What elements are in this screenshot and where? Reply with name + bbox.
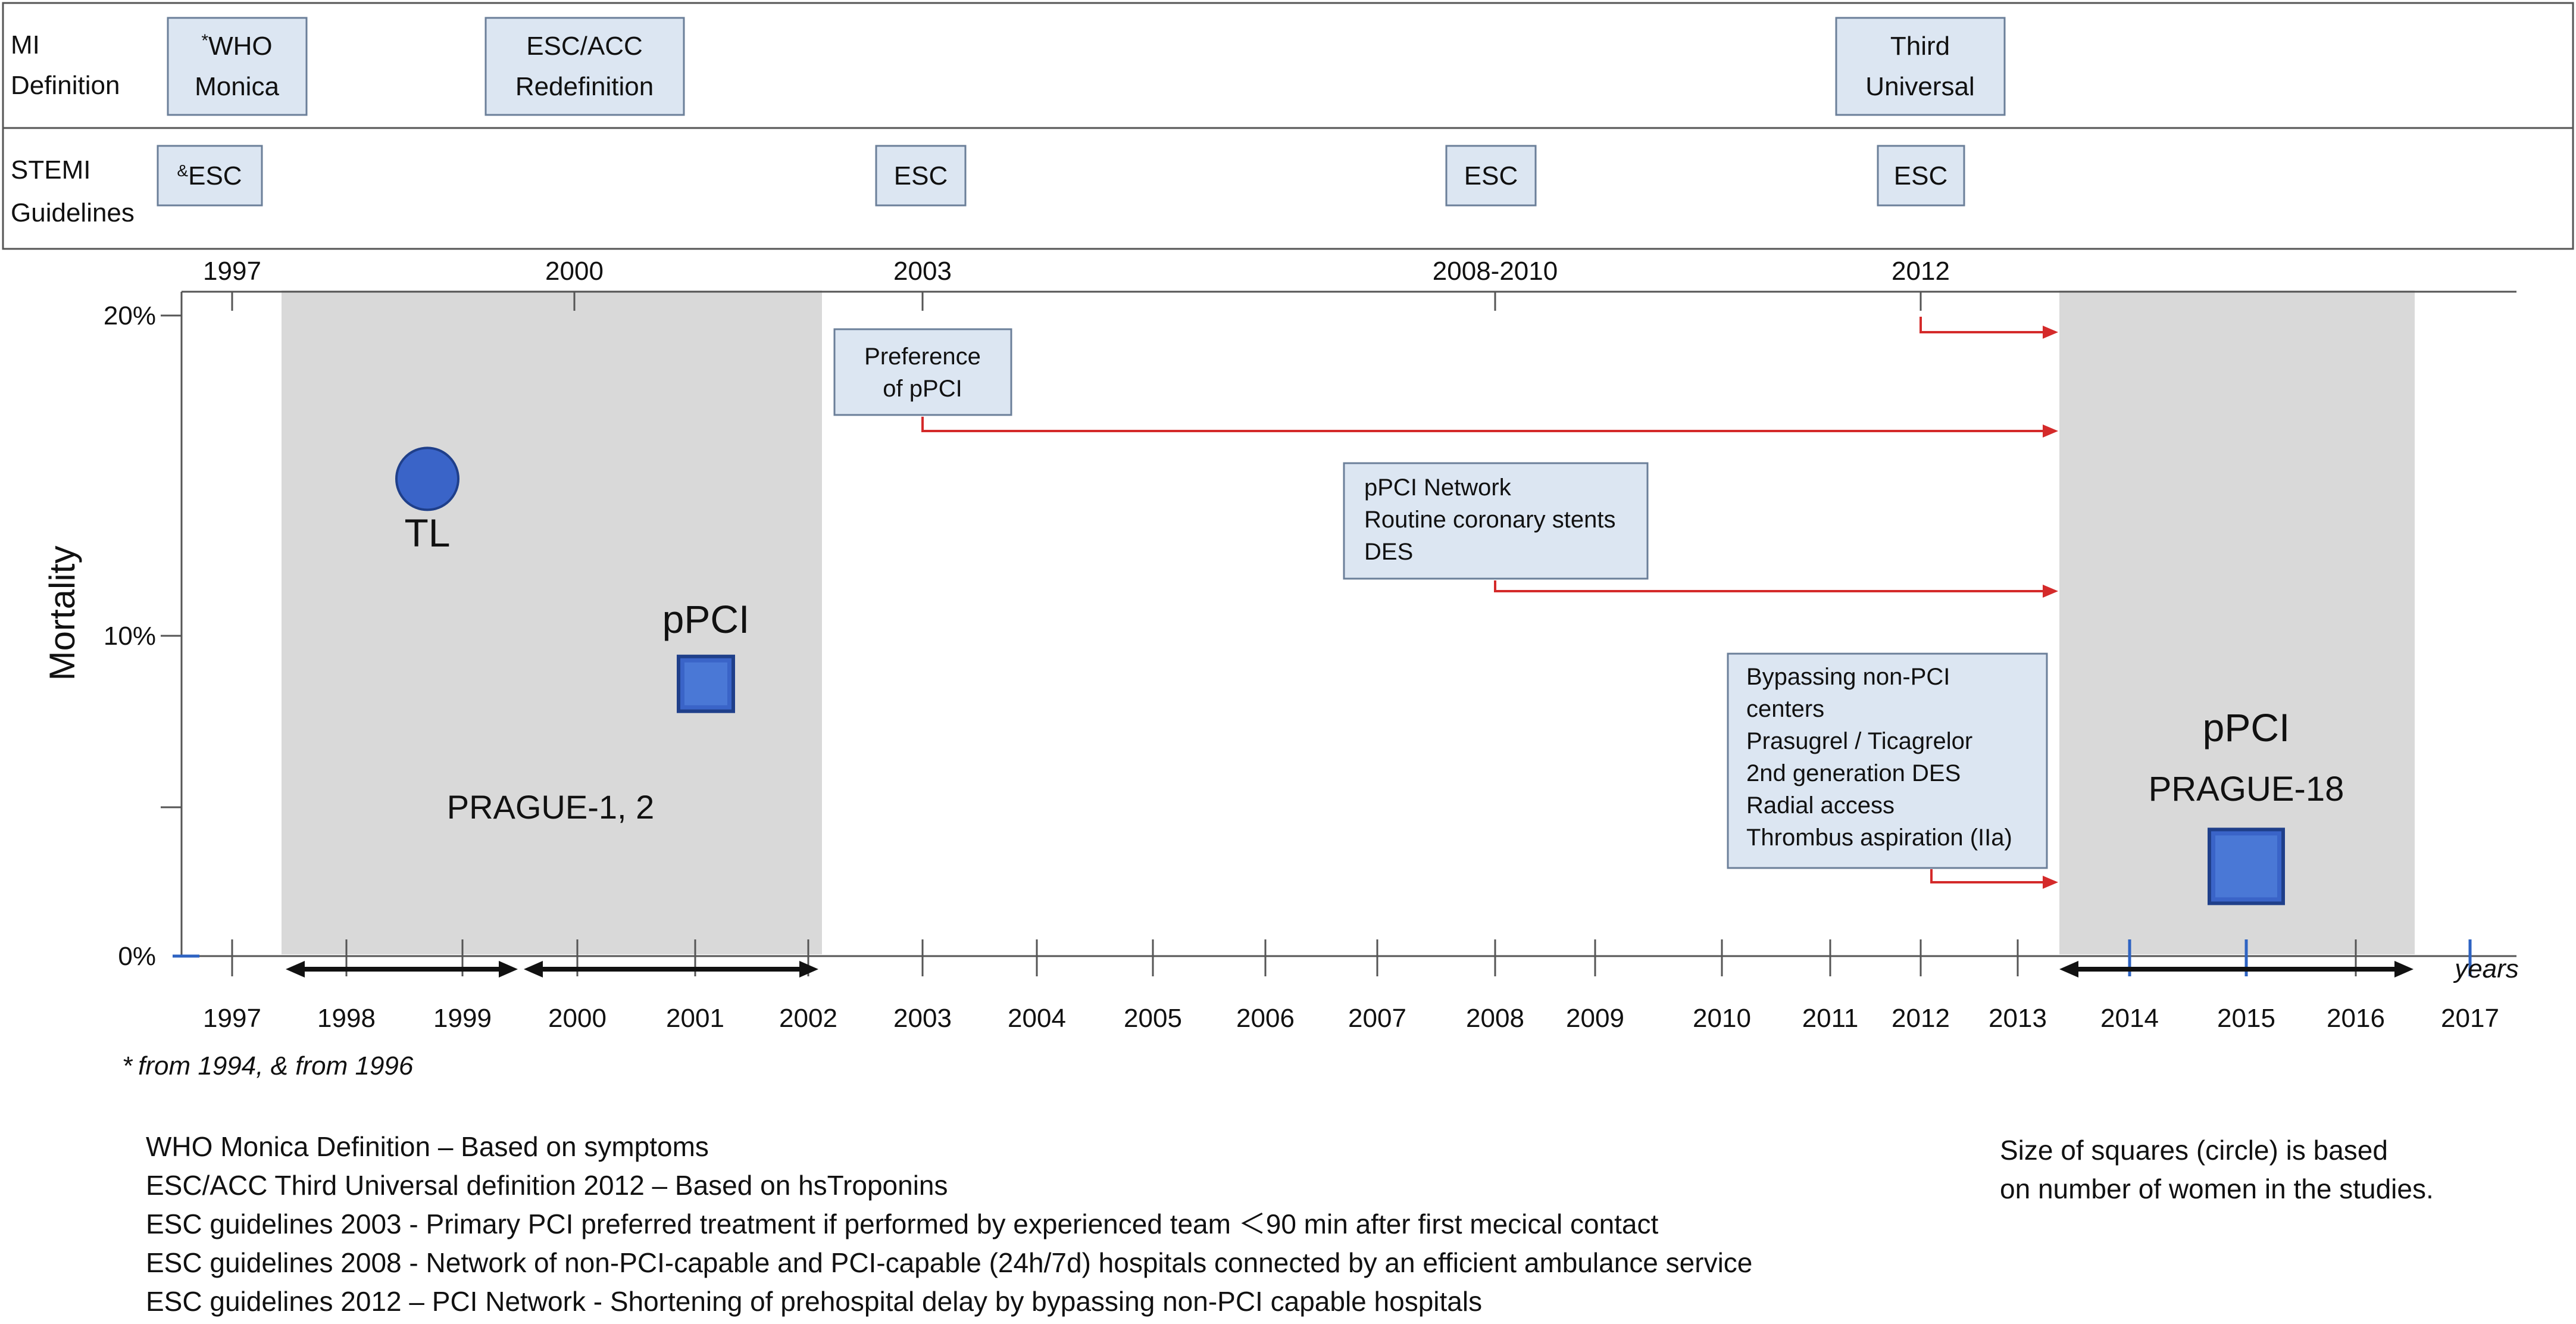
x-axis-title: years [2453,954,2519,983]
y-label-0: 0% [118,942,156,971]
x-label-2008: 2008 [1466,1004,1524,1033]
svg-text:Redefinition: Redefinition [515,72,654,101]
mi-box-third-universal: Third Universal [1835,17,2006,116]
svg-text:&ESC: &ESC [177,161,242,191]
definition-4: ESC guidelines 2008 - Network of non-PCI… [146,1247,1752,1278]
svg-text:Bypassing non-PCI: Bypassing non-PCI [1746,664,1950,690]
mi-box-escacc: ESC/ACC Redefinition [484,17,685,116]
x-label-2016: 2016 [2327,1004,2385,1033]
y-label-10: 10% [104,622,156,651]
svg-text:ESC: ESC [1894,161,1947,191]
svg-text:2nd generation DES: 2nd generation DES [1746,760,1961,786]
svg-text:Radial access: Radial access [1746,792,1895,819]
x-label-1997: 1997 [203,1004,261,1033]
data-markers [395,446,2285,905]
y-axis-title: Mortality [42,546,82,681]
red-arrow-bypassing [1930,869,2058,889]
x-label-2015: 2015 [2217,1004,2275,1033]
top-year-1997: 1997 [203,257,261,286]
svg-text:ESC: ESC [894,161,948,191]
top-year-2008-2010: 2008-2010 [1433,257,1558,286]
red-arrow-network [1494,580,2058,598]
study-label-prague-18: PRAGUE-18 [2149,770,2344,808]
red-arrow-2012-top [1920,317,2058,339]
size-note-1: Size of squares (circle) is based [2000,1135,2388,1166]
x-label-2001: 2001 [666,1004,724,1033]
span-arrow-prague-1-b [524,961,818,978]
red-arrow-preference [921,417,2058,438]
mi-definition-label-1: MI [11,30,40,60]
stemi-box-esc-2012: ESC [1877,145,1965,207]
x-label-2002: 2002 [779,1004,837,1033]
x-label-1998: 1998 [317,1004,376,1033]
mi-box-who: *WHO Monica [167,17,308,116]
marker-ppci-square-inner-2 [2215,835,2277,898]
x-label-2010: 2010 [1693,1004,1751,1033]
svg-text:Preference: Preference [864,344,981,370]
x-label-2013: 2013 [1989,1004,2047,1033]
annotation-bypassing: Bypassing non-PCI centers Prasugrel / Ti… [1727,652,2048,869]
svg-text:of pPCI: of pPCI [883,376,962,402]
svg-text:ESC: ESC [1464,161,1518,191]
span-arrow-prague-18 [2059,961,2414,978]
top-year-2000: 2000 [545,257,604,286]
x-label-2000: 2000 [548,1004,607,1033]
study-label-prague-1-2: PRAGUE-1, 2 [447,788,655,826]
x-label-2005: 2005 [1124,1004,1182,1033]
shade-prague-1-2 [282,291,822,954]
top-year-2003: 2003 [893,257,952,286]
stemi-box-esc-1997: &ESC [157,145,263,207]
x-label-2003: 2003 [893,1004,952,1033]
marker-label-ppci-2015: pPCI [2203,705,2290,750]
stemi-box-esc-2003: ESC [875,145,967,207]
definition-5: ESC guidelines 2012 – PCI Network - Shor… [146,1286,1482,1317]
marker-label-tl: TL [404,511,450,555]
definition-3: ESC guidelines 2003 - Primary PCI prefer… [146,1209,1659,1239]
y-label-20: 20% [104,301,156,330]
svg-text:Thrombus aspiration (IIa): Thrombus aspiration (IIa) [1746,825,2012,851]
annotation-preference-ppci: Preference of pPCI [833,328,1012,416]
marker-ppci-square-inner-1 [684,662,727,705]
svg-text:pPCI Network: pPCI Network [1364,474,1512,501]
x-label-2009: 2009 [1566,1004,1624,1033]
svg-text:*WHO: *WHO [201,31,272,61]
top-ticks [231,292,1922,311]
x-label-2007: 2007 [1348,1004,1406,1033]
span-arrow-prague-1-a [286,961,518,978]
svg-text:Prasugrel / Ticagrelor: Prasugrel / Ticagrelor [1746,728,1972,754]
x-ticks: 1997 1998 1999 2000 2001 2002 2003 2004 2005 2006… [203,939,2499,1033]
svg-text:Third: Third [1890,32,1950,61]
x-label-2006: 2006 [1236,1004,1295,1033]
x-label-2012: 2012 [1892,1004,1950,1033]
x-label-2011: 2011 [1802,1004,1859,1033]
marker-label-ppci-2001: pPCI [662,597,750,641]
x-label-2004: 2004 [1008,1004,1066,1033]
x-label-2017: 2017 [2441,1004,2499,1033]
x-label-2014: 2014 [2100,1004,2159,1033]
svg-text:ESC/ACC: ESC/ACC [526,32,643,61]
svg-text:Routine coronary stents: Routine coronary stents [1364,507,1615,533]
definition-1: WHO Monica Definition – Based on symptom… [146,1131,709,1162]
size-note-2: on number of women in the studies. [2000,1173,2434,1204]
footnote: * from 1994, & from 1996 [122,1051,414,1081]
marker-tl-circle [395,446,459,511]
x-label-1999: 1999 [433,1004,492,1033]
stemi-box-esc-2008: ESC [1445,145,1537,207]
stemi-guidelines-label-2: Guidelines [11,198,135,227]
svg-text:Universal: Universal [1865,72,1974,101]
stemi-guidelines-label-1: STEMI [11,155,90,185]
annotation-ppci-network: pPCI Network Routine coronary stents DES [1343,462,1649,580]
header-frame [2,2,2574,250]
definition-2: ESC/ACC Third Universal definition 2012 … [146,1170,948,1201]
svg-text:centers: centers [1746,696,1824,722]
mi-definition-label-2: Definition [11,71,120,100]
top-year-2012: 2012 [1892,257,1950,286]
svg-text:DES: DES [1364,539,1413,565]
svg-text:Monica: Monica [195,72,279,101]
